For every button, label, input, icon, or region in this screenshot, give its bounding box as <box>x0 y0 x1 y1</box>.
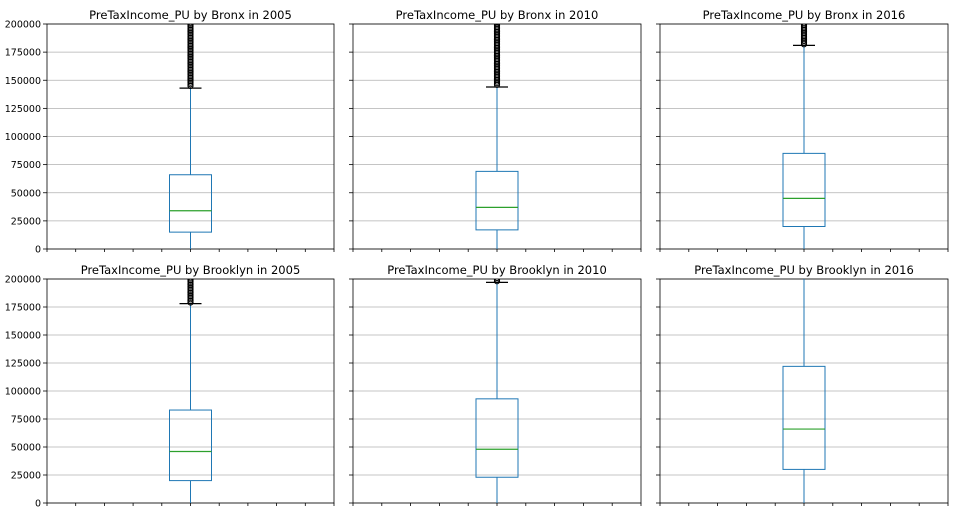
y-tick-label: 75000 <box>11 160 41 171</box>
iqr-box <box>782 365 826 470</box>
outlier-point <box>187 24 194 27</box>
subplot-title: PreTaxIncome_PU by Brooklyn in 2010 <box>387 263 607 277</box>
outlier-point <box>494 24 500 26</box>
subplot-title: PreTaxIncome_PU by Bronx in 2005 <box>89 8 292 22</box>
y-tick-label: 175000 <box>5 303 41 314</box>
iqr-box <box>475 398 519 478</box>
y-tick-label: 25000 <box>11 471 41 482</box>
box-group <box>782 279 826 503</box>
iqr-box <box>782 152 826 227</box>
y-tick-label: 175000 <box>5 48 41 59</box>
box-group <box>475 279 519 503</box>
box-group <box>782 24 826 249</box>
subplot-panel: PreTaxIncome_PU by Bronx in 2010 <box>349 8 642 252</box>
box-group <box>475 24 519 249</box>
subplot-panel: PreTaxIncome_PU by Bronx in 2016 <box>656 8 949 252</box>
outlier-point <box>494 279 500 282</box>
subplot-title: PreTaxIncome_PU by Brooklyn in 2005 <box>81 263 301 277</box>
y-tick-label: 50000 <box>11 188 41 199</box>
iqr-box <box>169 409 212 482</box>
box-group <box>169 279 212 503</box>
y-tick-label: 150000 <box>5 331 41 342</box>
y-tick-label: 0 <box>35 245 41 256</box>
box-group <box>169 24 212 249</box>
y-tick-label: 100000 <box>5 132 41 143</box>
y-tick-label: 100000 <box>5 387 41 398</box>
subplot-title: PreTaxIncome_PU by Bronx in 2010 <box>396 8 599 22</box>
y-tick-label: 125000 <box>5 104 41 115</box>
iqr-box <box>475 170 519 231</box>
y-tick-label: 50000 <box>11 443 41 454</box>
y-tick-label: 125000 <box>5 359 41 370</box>
y-tick-label: 75000 <box>11 415 41 426</box>
subplot-panel: PreTaxIncome_PU by Brooklyn in 2010 <box>349 263 642 506</box>
outlier-point <box>187 279 194 282</box>
subplot-panel: PreTaxIncome_PU by Brooklyn in 2016 <box>656 263 949 506</box>
subplot-panel: 0 25000 50000 75000 100000 125000 150000 175000… <box>5 8 335 256</box>
y-tick-label: 200000 <box>5 275 41 286</box>
subplot-title: PreTaxIncome_PU by Brooklyn in 2016 <box>694 263 914 277</box>
y-tick-label: 25000 <box>11 216 41 227</box>
y-tick-label: 200000 <box>5 20 41 31</box>
y-tick-label: 150000 <box>5 76 41 87</box>
iqr-box <box>169 174 212 233</box>
outlier-point <box>800 24 808 27</box>
subplot-title: PreTaxIncome_PU by Bronx in 2016 <box>703 8 906 22</box>
subplot-panel: 0 25000 50000 75000 100000 125000 150000 175000… <box>5 263 335 510</box>
outlier-point <box>493 24 501 28</box>
y-tick-label: 0 <box>35 499 41 510</box>
